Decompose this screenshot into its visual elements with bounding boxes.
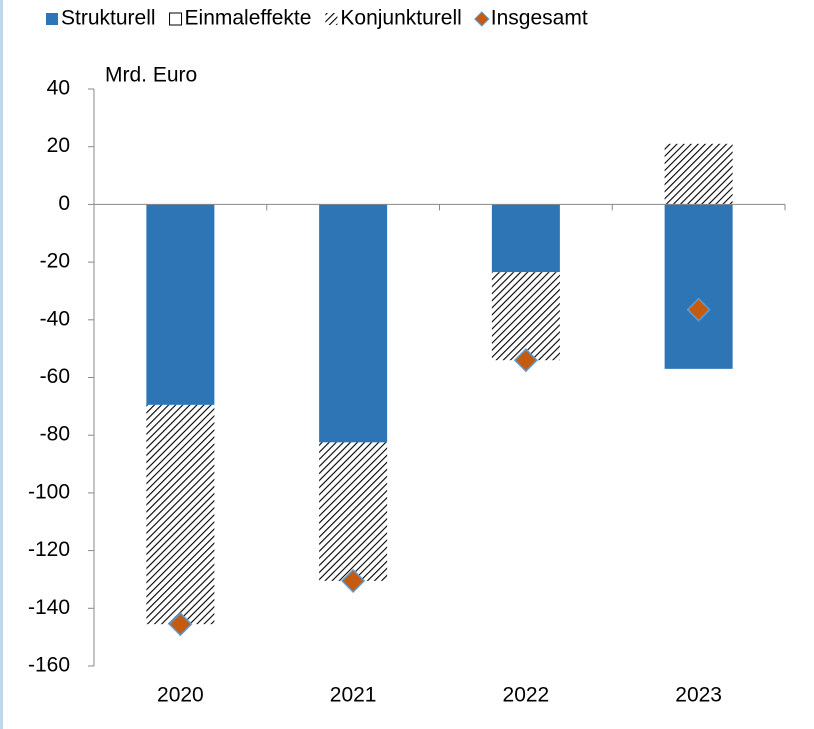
legend-swatch <box>46 13 58 25</box>
legend-label: Konjunkturell <box>340 7 461 30</box>
y-tick-label: -60 <box>40 365 70 388</box>
legend-swatch <box>474 11 490 27</box>
x-tick-label: 2021 <box>330 684 377 707</box>
marker <box>686 297 711 322</box>
legend-label: Einmaleffekte <box>185 7 312 30</box>
y-axis-label: Mrd. Euro <box>105 64 197 87</box>
bar <box>319 442 388 581</box>
x-tick-label: 2022 <box>503 684 550 707</box>
legend-label: Insgesamt <box>491 7 588 30</box>
marker <box>168 612 193 637</box>
y-tick-label: -100 <box>28 480 70 503</box>
left-border <box>0 0 3 729</box>
y-tick-label: -40 <box>40 307 70 330</box>
marker <box>341 568 366 593</box>
bar <box>146 204 215 405</box>
y-tick-label: 0 <box>58 192 70 215</box>
marker <box>513 348 538 373</box>
y-tick-label: -80 <box>40 423 70 446</box>
y-tick-label: -120 <box>28 538 70 561</box>
bar <box>319 204 388 443</box>
legend-label: Strukturell <box>61 7 156 30</box>
y-tick-label: -160 <box>28 654 70 677</box>
y-tick-label: -140 <box>28 596 70 619</box>
bar <box>491 204 560 273</box>
legend-swatch <box>325 13 338 25</box>
bar <box>664 143 733 205</box>
x-tick-label: 2020 <box>157 684 204 707</box>
legend-swatch <box>169 12 183 26</box>
bar <box>664 204 733 369</box>
x-tick-label: 2023 <box>675 684 722 707</box>
y-tick-label: 40 <box>47 77 70 100</box>
y-tick-label: -20 <box>40 250 70 273</box>
bar <box>146 404 215 625</box>
y-tick-label: 20 <box>47 134 70 157</box>
bar <box>491 272 560 361</box>
